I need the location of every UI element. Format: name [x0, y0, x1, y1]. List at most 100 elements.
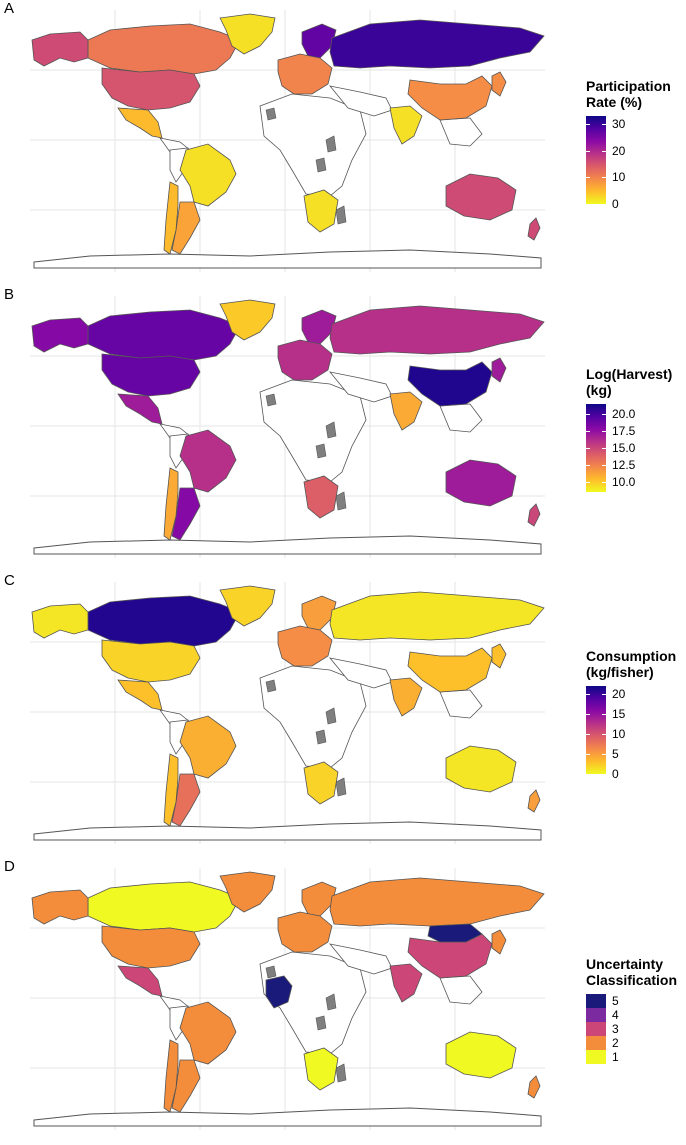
region-missing [265, 393, 277, 407]
region-alaska [31, 317, 89, 353]
colorbar [586, 404, 606, 492]
colorbar-tick-label: 0 [612, 197, 619, 211]
colorbar-tick-label: 0 [612, 767, 619, 781]
colorbar-tick-label: 5 [612, 747, 619, 761]
region-mexico [117, 107, 163, 139]
colorbar-tick [602, 734, 606, 735]
region-no-data [259, 93, 367, 197]
legend-swatch [586, 1036, 606, 1050]
region-missing [315, 1015, 327, 1031]
colorbar-tick [586, 448, 590, 449]
region-china [407, 75, 493, 121]
region-china [407, 361, 493, 407]
colorbar-tick [602, 714, 606, 715]
colorbar-tick [586, 150, 590, 152]
colorbar-tick [586, 204, 590, 205]
region-japan [491, 71, 507, 97]
region-western-europe [277, 625, 333, 667]
region-alaska [31, 889, 89, 925]
region-australia [445, 1031, 517, 1079]
region-antarctica [33, 1107, 542, 1127]
legend-label: 1 [612, 1050, 619, 1064]
colorbar-tick [602, 448, 606, 449]
region-scandinavia [301, 881, 337, 917]
colorbar-tick [586, 177, 590, 179]
map-panel-a: A Participation Rate (%) 0 10 20 30 [0, 0, 686, 286]
region-new-zealand [527, 789, 541, 813]
colorbar-tick [586, 714, 590, 715]
legend-title: Rate (%) [586, 94, 643, 110]
panel-label: B [4, 286, 15, 303]
map-panel-c: C Consumption (kg/fisher) 0 5 10 15 20 [0, 572, 686, 858]
world-map [30, 296, 545, 558]
colorbar-tick [602, 774, 606, 775]
region-missing [315, 443, 327, 459]
colorbar-tick [586, 694, 590, 695]
region-southern-africa [303, 761, 339, 805]
region-chile [163, 1039, 179, 1113]
region-southern-africa [303, 189, 339, 233]
colorbar-tick [602, 204, 606, 205]
region-russia [329, 19, 545, 69]
colorbar-tick-label: 10.0 [612, 474, 636, 489]
colorbar-tick [586, 754, 590, 755]
colorbar-tick [586, 774, 590, 775]
region-missing [325, 135, 337, 153]
legend-label: 5 [612, 994, 619, 1008]
region-no-data [259, 951, 367, 1055]
region-mexico [117, 965, 163, 997]
region-india [389, 391, 423, 431]
region-alaska [31, 31, 89, 67]
region-brazil [179, 429, 237, 493]
region-chile [163, 181, 179, 255]
region-missing [315, 729, 327, 745]
region-missing [335, 777, 347, 797]
region-japan [491, 357, 507, 383]
region-western-europe [277, 911, 333, 953]
panel-label: D [4, 858, 15, 875]
colorbar-tick [602, 414, 606, 416]
region-scandinavia [301, 595, 337, 631]
region-greenland [219, 585, 276, 627]
region-antarctica [33, 821, 542, 841]
colorbar-tick [586, 431, 590, 433]
region-australia [445, 173, 517, 221]
region-missing [335, 205, 347, 225]
region-greenland [219, 871, 276, 913]
region-brazil [179, 1001, 237, 1065]
legend-swatch [586, 1050, 606, 1064]
region-india [389, 963, 423, 1003]
legend-title: Consumption [586, 648, 677, 664]
legend-title: Classification [586, 972, 678, 988]
colorbar-tick [586, 464, 590, 466]
region-missing [335, 491, 347, 511]
colorbar-tick-label: 15 [612, 707, 626, 721]
colorbar-tick [602, 481, 606, 483]
region-no-data [439, 403, 483, 433]
legend-swatch [586, 1022, 606, 1036]
legend-title: Log(Harvest) [586, 366, 673, 382]
colorbar-tick-label: 20.0 [612, 407, 636, 422]
region-united-states [101, 639, 201, 683]
legend: Uncertainty Classification 5 4 3 2 1 [586, 956, 677, 1064]
legend-label: 4 [612, 1008, 619, 1022]
legend: Participation Rate (%) 0 10 20 30 [586, 78, 671, 210]
region-no-data [439, 117, 483, 147]
region-japan [491, 929, 507, 955]
colorbar-tick [602, 694, 606, 695]
colorbar-tick [586, 481, 590, 483]
region-missing [265, 679, 277, 693]
region-missing [325, 707, 337, 725]
region-united-states [101, 925, 201, 969]
region-japan [491, 643, 507, 669]
region-chile [163, 467, 179, 541]
region-mexico [117, 679, 163, 711]
legend-swatch [586, 1008, 606, 1022]
region-missing [265, 965, 277, 979]
region-russia [329, 591, 545, 641]
region-scandinavia [301, 309, 337, 345]
region-southern-africa [303, 475, 339, 519]
region-brazil [179, 143, 237, 207]
legend-title: (kg) [586, 382, 612, 398]
region-united-states [101, 353, 201, 397]
